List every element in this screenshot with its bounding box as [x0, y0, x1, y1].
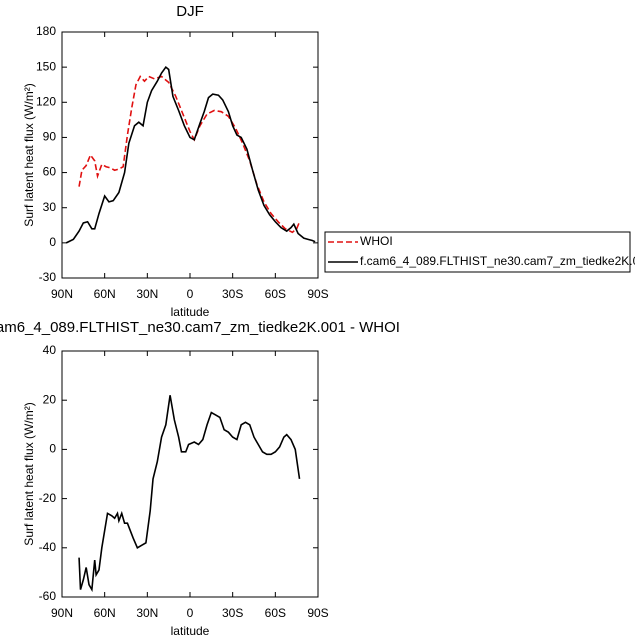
y-tick-label: 60: [43, 165, 57, 179]
chart-title: f.cam6_4_089.FLTHIST_ne30.cam7_zm_tiedke…: [0, 319, 400, 336]
data-line: [65, 65, 316, 244]
x-axis-label: latitude: [171, 624, 210, 638]
y-tick-label: -40: [39, 540, 57, 554]
x-tick-label: 60N: [94, 287, 116, 301]
x-tick-label: 30S: [222, 287, 243, 301]
legend-label: WHOI: [360, 234, 393, 248]
data-line: [78, 75, 301, 234]
x-axis-label: latitude: [171, 305, 210, 319]
y-tick-label: 180: [36, 24, 56, 38]
y-tick-label: 30: [43, 200, 57, 214]
x-tick-label: 30N: [136, 606, 158, 620]
y-axis-label: Surf latent heat flux (W/m²): [22, 83, 36, 226]
plot-frame: [61, 31, 319, 279]
x-tick-label: 30S: [222, 606, 243, 620]
y-tick-label: -30: [39, 270, 57, 284]
x-tick-label: 30N: [136, 287, 158, 301]
y-tick-label: -60: [39, 589, 57, 603]
y-tick-label: 0: [49, 442, 56, 456]
y-tick-label: 20: [43, 392, 57, 406]
x-tick-label: 90N: [51, 287, 73, 301]
x-tick-label: 90S: [307, 287, 328, 301]
y-tick-label: 90: [43, 130, 57, 144]
y-tick-label: -20: [39, 491, 57, 505]
x-tick-label: 60S: [265, 287, 286, 301]
y-tick-label: 0: [49, 235, 56, 249]
x-tick-label: 0: [187, 606, 194, 620]
y-tick-label: 120: [36, 94, 56, 108]
x-tick-label: 90N: [51, 606, 73, 620]
x-tick-label: 90S: [307, 606, 328, 620]
y-tick-label: 40: [43, 343, 57, 357]
data-line: [78, 395, 301, 593]
x-tick-label: 0: [187, 287, 194, 301]
y-tick-label: 150: [36, 59, 56, 73]
legend-box: [324, 231, 631, 273]
x-tick-label: 60N: [94, 606, 116, 620]
x-tick-label: 60S: [265, 606, 286, 620]
chart-title: DJF: [176, 3, 204, 20]
y-axis-label: Surf latent heat flux (W/m²): [22, 402, 36, 545]
legend-label: f.cam6_4_089.FLTHIST_ne30.cam7_zm_tiedke…: [360, 254, 635, 268]
